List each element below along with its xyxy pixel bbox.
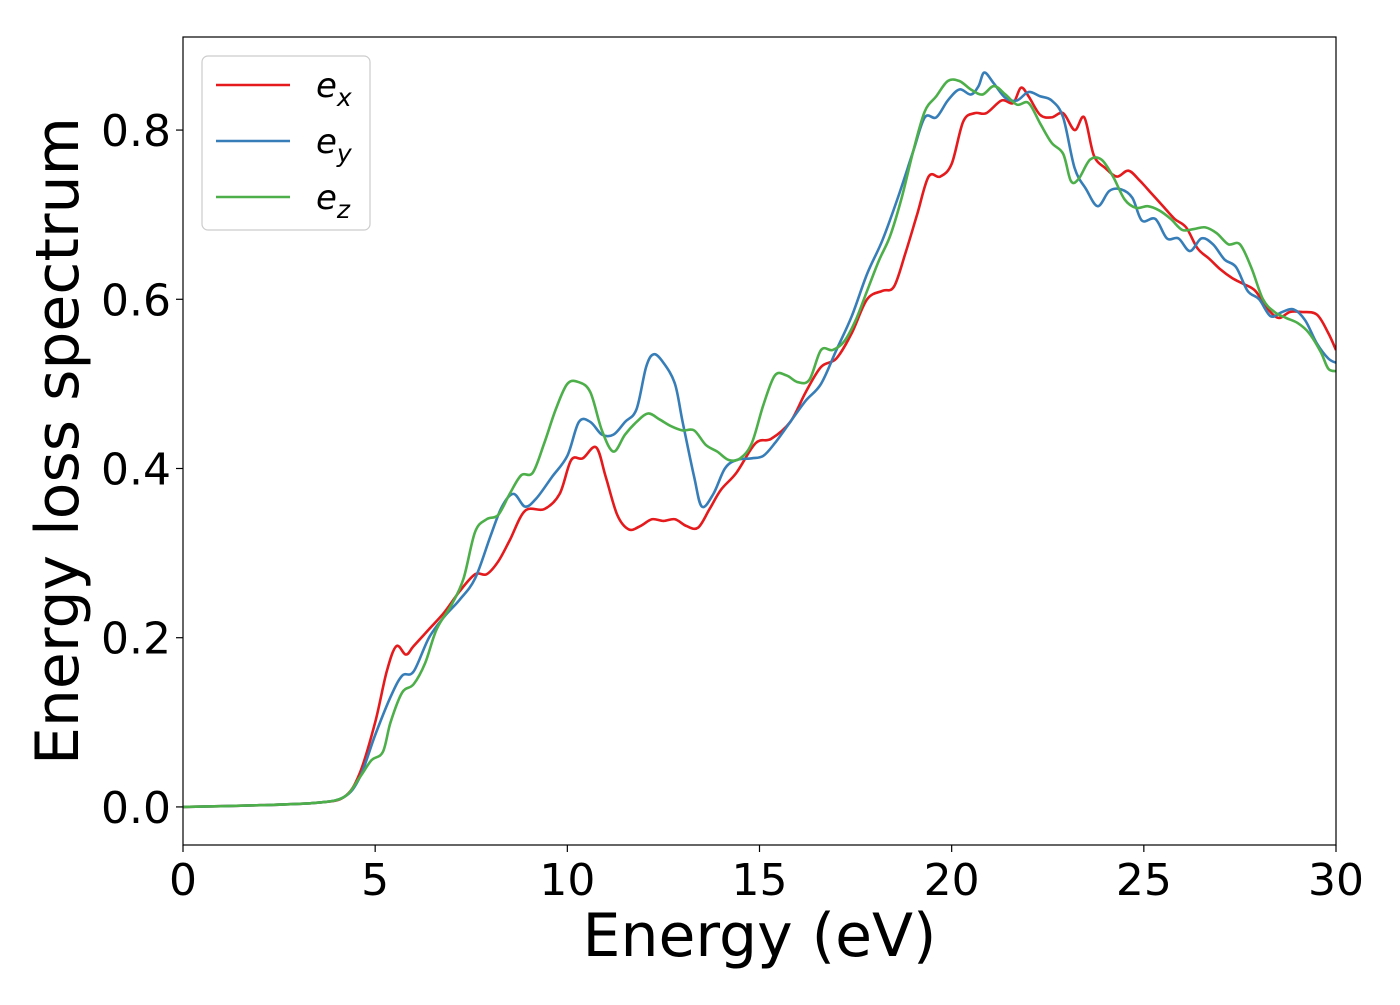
y-tick-label: 0.2 — [101, 614, 171, 665]
x-axis: 0 5 10 15 20 25 30 — [169, 845, 1364, 906]
x-tick-label: 5 — [361, 855, 389, 906]
legend: ex ey ez — [201, 55, 371, 231]
x-tick-label: 15 — [732, 855, 788, 906]
series-line-z — [183, 78, 1336, 809]
x-tick-label: 0 — [169, 855, 197, 906]
legend-box — [201, 55, 371, 231]
y-tick-label: 0.0 — [101, 783, 171, 834]
x-tick-label: 25 — [1116, 855, 1172, 906]
legend-label-y: ey — [316, 122, 353, 168]
y-axis: 0.0 0.2 0.4 0.6 0.8 — [101, 106, 183, 834]
y-axis-label: Energy loss spectrum — [23, 117, 93, 765]
y-tick-label: 0.4 — [101, 444, 171, 495]
series-line-x — [183, 86, 1336, 809]
x-tick-label: 20 — [924, 855, 980, 906]
y-tick-label: 0.8 — [101, 106, 171, 157]
x-tick-label: 10 — [539, 855, 595, 906]
x-axis-label: Energy (eV) — [583, 901, 937, 971]
legend-label-z: ez — [316, 178, 351, 224]
plot-lines — [183, 71, 1336, 809]
legend-label-x: ex — [316, 66, 352, 112]
y-tick-label: 0.6 — [101, 275, 171, 326]
x-tick-label: 30 — [1308, 855, 1364, 906]
